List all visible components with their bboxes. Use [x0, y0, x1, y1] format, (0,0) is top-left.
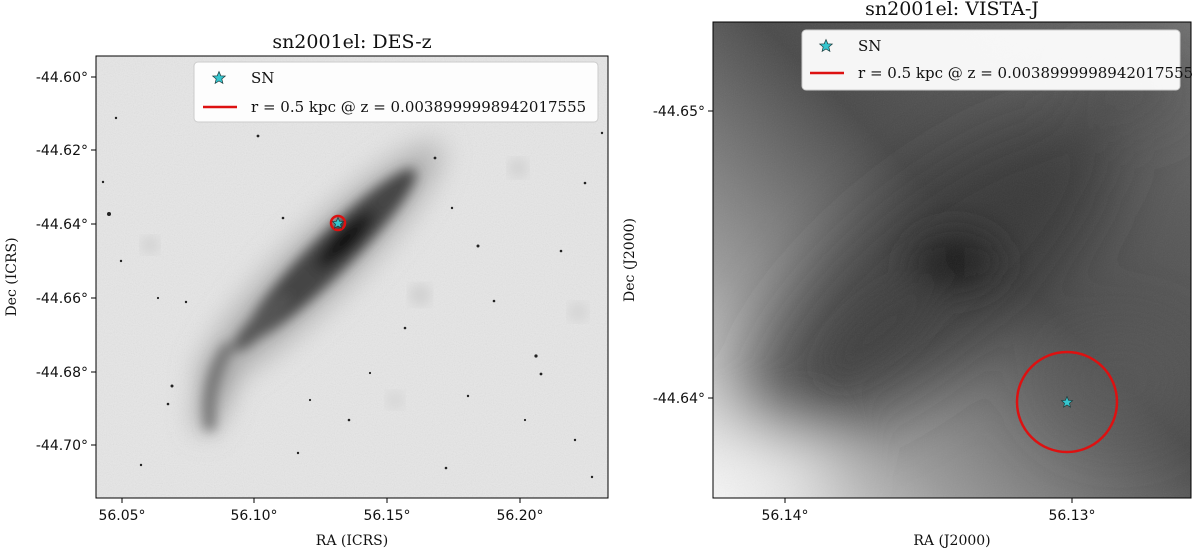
- y-axis-label: Dec (ICRS): [4, 237, 20, 316]
- legend: SN r = 0.5 kpc @ z = 0.00389999989420175…: [801, 29, 1193, 91]
- y-tick-label: -44.65°: [653, 104, 705, 120]
- legend-star-icon: [818, 38, 834, 53]
- x-tick-label: 56.05°: [98, 508, 145, 524]
- legend-sn-label: SN: [858, 37, 881, 55]
- y-axis-label: Dec (J2000): [622, 218, 638, 302]
- panel-title: sn2001el: VISTA-J: [865, 0, 1039, 20]
- x-tick-label: 56.15°: [363, 508, 410, 524]
- legend-star-icon: [211, 70, 227, 85]
- y-ticks: [708, 110, 713, 399]
- plot-frame: [712, 21, 1192, 499]
- image-vista-j: [713, 22, 1191, 498]
- x-tick-label: 56.14°: [761, 508, 808, 524]
- sn-star-marker: [331, 216, 345, 229]
- plot-frame: [95, 55, 609, 499]
- x-tick-label: 56.10°: [230, 508, 277, 524]
- panel-des-z: sn2001el: DES-z: [4, 31, 609, 549]
- y-tick-label: -44.68°: [36, 365, 88, 381]
- x-tick-label: 56.13°: [1048, 508, 1095, 524]
- x-tick-label: 56.20°: [496, 508, 543, 524]
- image-des-z: [96, 56, 608, 498]
- panel-vista-j: sn2001el: VISTA-J SN r: [622, 0, 1193, 549]
- sn-radius-circle: [1015, 350, 1119, 454]
- y-tick-label: -44.66°: [36, 291, 88, 307]
- legend-radius-label: r = 0.5 kpc @ z = 0.0038999998942017555: [251, 98, 586, 116]
- sn-star-marker: [1060, 395, 1074, 408]
- x-axis-label: RA (ICRS): [316, 533, 388, 549]
- x-ticks: [784, 498, 1073, 503]
- legend-sn-label: SN: [251, 69, 274, 87]
- sn-radius-circle: [329, 214, 347, 232]
- y-tick-label: -44.64°: [653, 391, 705, 407]
- y-tick-label: -44.64°: [36, 217, 88, 233]
- x-ticks: [121, 498, 521, 503]
- x-axis-label: RA (J2000): [913, 533, 990, 549]
- legend-radius-label: r = 0.5 kpc @ z = 0.0038999998942017555: [858, 64, 1193, 82]
- legend: SN r = 0.5 kpc @ z = 0.00389999989420175…: [193, 61, 599, 123]
- y-tick-label: -44.70°: [36, 438, 88, 454]
- y-ticks: [91, 76, 96, 446]
- y-tick-label: -44.60°: [36, 70, 88, 86]
- panel-title: sn2001el: DES-z: [272, 31, 431, 53]
- y-tick-label: -44.62°: [36, 143, 88, 159]
